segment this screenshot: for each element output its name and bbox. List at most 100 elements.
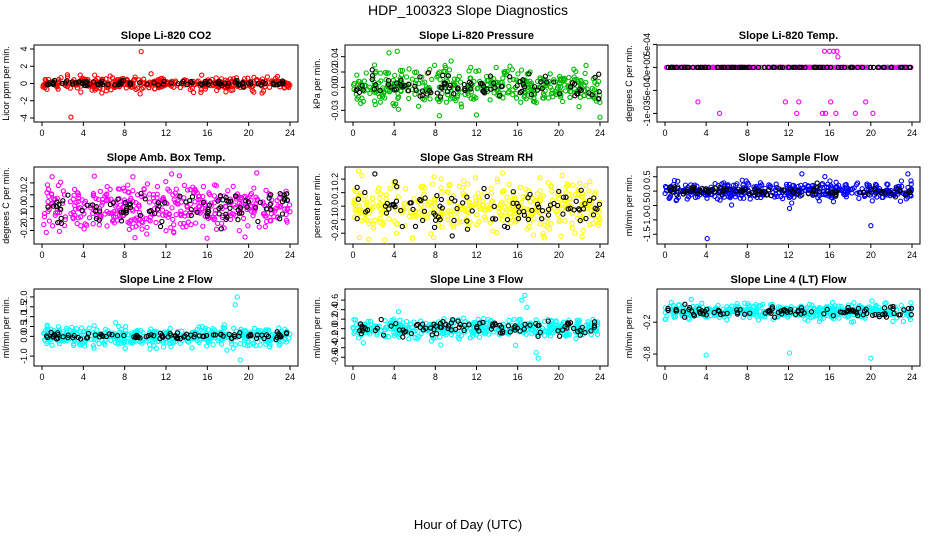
hourly-point — [362, 189, 368, 196]
x-tick-label: 0 — [39, 128, 44, 138]
hourly-point — [670, 189, 677, 195]
data-point — [206, 190, 212, 196]
data-point — [368, 218, 374, 224]
data-point — [228, 87, 234, 93]
x-tick-label: 4 — [392, 372, 397, 382]
y-tick-label: 0.5 — [19, 320, 29, 333]
y-tick-label: -0.8 — [642, 346, 652, 362]
x-tick-label: 0 — [350, 250, 355, 260]
hourly-point — [45, 204, 51, 210]
data-point — [173, 186, 179, 192]
hourly-point — [498, 83, 505, 90]
hourly-point — [538, 79, 544, 85]
data-point — [838, 187, 845, 193]
panel-title: Slope Line 3 Flow — [430, 274, 523, 286]
hourly-point — [162, 200, 168, 206]
y-tick-label: 0 — [19, 81, 29, 86]
data-point — [78, 223, 84, 229]
hourly-point — [217, 193, 224, 199]
data-point — [99, 200, 106, 206]
data-point — [42, 210, 48, 217]
data-point — [380, 204, 386, 210]
data-point — [714, 196, 721, 202]
data-point — [395, 194, 401, 200]
data-point — [394, 230, 400, 236]
x-tick-label: 24 — [285, 372, 295, 382]
hourly-point — [51, 77, 58, 84]
hourly-point — [835, 64, 842, 71]
hourly-point — [586, 90, 592, 96]
data-point — [64, 72, 71, 78]
data-point — [587, 179, 593, 185]
data-point — [163, 178, 169, 185]
data-point — [566, 74, 572, 81]
data-point — [743, 178, 749, 184]
hourly-point — [263, 206, 270, 212]
data-point — [406, 66, 412, 72]
x-tick-label: 24 — [907, 128, 917, 138]
data-point — [395, 106, 402, 112]
data-point — [581, 92, 587, 99]
data-point — [428, 210, 434, 216]
data-point — [75, 215, 81, 221]
data-point — [445, 91, 451, 98]
data-point — [688, 296, 694, 303]
x-tick-label: 20 — [244, 372, 254, 382]
panel-title: Slope Line 2 Flow — [120, 274, 213, 286]
hourly-point — [53, 203, 60, 210]
data-point — [210, 342, 216, 348]
data-point — [387, 185, 393, 192]
data-point — [49, 174, 55, 180]
data-point — [215, 337, 221, 344]
data-point — [430, 234, 437, 241]
data-point — [238, 194, 244, 201]
data-point — [851, 300, 857, 306]
data-point — [526, 207, 533, 213]
data-point — [556, 196, 562, 202]
x-tick-label: 12 — [161, 250, 171, 260]
data-point — [525, 89, 531, 95]
data-point — [788, 193, 794, 200]
hourly-point — [539, 207, 546, 214]
data-point — [94, 327, 100, 333]
data-point — [558, 233, 564, 239]
hourly-point — [270, 80, 277, 86]
hourly-point — [419, 217, 426, 224]
data-point — [286, 84, 292, 90]
hourly-point — [596, 201, 603, 208]
x-tick-label: 0 — [39, 372, 44, 382]
data-point — [89, 87, 95, 93]
hourly-point — [83, 78, 89, 85]
data-point — [520, 194, 526, 200]
x-tick-label: 8 — [433, 128, 438, 138]
hourly-point — [466, 79, 473, 85]
data-point — [527, 198, 533, 205]
hourly-point — [899, 64, 905, 71]
y-tick-label: -1.0 — [19, 348, 29, 364]
data-point — [67, 199, 74, 205]
y-tick-label: 0.0 — [642, 185, 652, 198]
data-point — [382, 95, 388, 101]
data-point — [265, 79, 271, 85]
data-point — [759, 182, 765, 188]
data-point — [198, 199, 204, 205]
data-point — [170, 192, 176, 198]
data-point — [406, 336, 412, 342]
hourly-point — [516, 209, 522, 215]
data-point — [557, 77, 563, 84]
data-point — [908, 300, 914, 306]
data-point — [49, 200, 55, 206]
data-point — [528, 94, 534, 100]
hourly-point — [393, 198, 400, 204]
data-point — [523, 186, 529, 193]
hourly-point — [58, 220, 65, 227]
hourly-point — [356, 89, 363, 95]
data-point — [284, 219, 290, 225]
hourly-point — [434, 192, 440, 199]
data-point — [431, 174, 437, 180]
data-point — [695, 194, 701, 200]
data-point — [504, 207, 510, 213]
outlier-point — [176, 173, 183, 179]
